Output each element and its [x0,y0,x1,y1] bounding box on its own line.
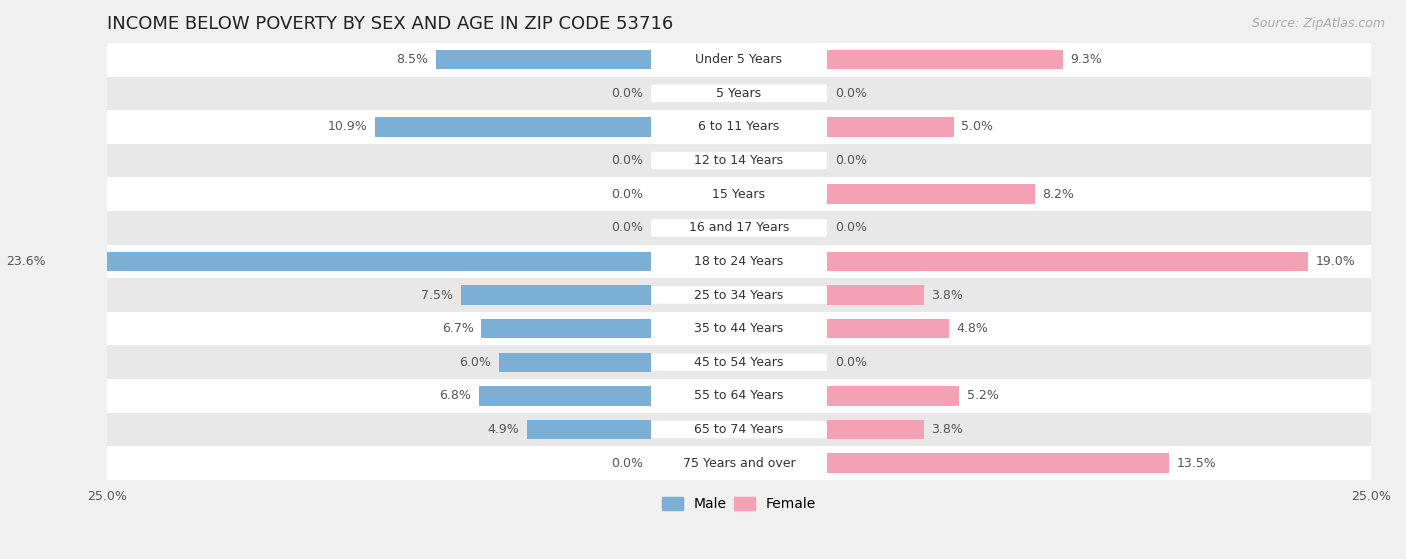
Bar [828,319,949,338]
Bar [107,278,1371,312]
Text: 6.0%: 6.0% [460,356,491,369]
Text: 75 Years and over: 75 Years and over [683,457,796,470]
Bar [107,446,1371,480]
Text: 55 to 64 Years: 55 to 64 Years [695,390,783,402]
Bar [828,420,924,439]
Text: 0.0%: 0.0% [835,356,868,369]
FancyBboxPatch shape [651,186,827,203]
Bar [53,252,651,271]
FancyBboxPatch shape [651,421,827,438]
Bar [828,50,1063,69]
Legend: Male, Female: Male, Female [657,491,821,517]
Text: 7.5%: 7.5% [422,288,453,301]
Bar [527,420,651,439]
Text: 9.3%: 9.3% [1070,53,1102,66]
Bar [107,245,1371,278]
Text: 15 Years: 15 Years [713,188,765,201]
FancyBboxPatch shape [651,152,827,169]
Text: 5.2%: 5.2% [966,390,998,402]
FancyBboxPatch shape [651,219,827,236]
Bar [461,285,651,305]
FancyBboxPatch shape [651,320,827,338]
Bar [499,353,651,372]
Bar [107,379,1371,413]
Text: 0.0%: 0.0% [835,221,868,234]
Bar [107,110,1371,144]
FancyBboxPatch shape [651,253,827,270]
Text: 45 to 54 Years: 45 to 54 Years [695,356,783,369]
Text: 4.8%: 4.8% [956,322,988,335]
Text: 8.5%: 8.5% [396,53,427,66]
FancyBboxPatch shape [651,353,827,371]
Text: 8.2%: 8.2% [1042,188,1074,201]
Text: 10.9%: 10.9% [328,120,367,134]
Bar [107,43,1371,77]
FancyBboxPatch shape [651,286,827,304]
FancyBboxPatch shape [651,454,827,472]
Bar [828,386,959,406]
Text: 13.5%: 13.5% [1177,457,1216,470]
Text: 6 to 11 Years: 6 to 11 Years [699,120,779,134]
Text: 0.0%: 0.0% [835,154,868,167]
Text: 0.0%: 0.0% [612,457,643,470]
Text: 5 Years: 5 Years [717,87,762,100]
Text: Source: ZipAtlas.com: Source: ZipAtlas.com [1251,17,1385,30]
Bar [375,117,651,137]
Text: 25 to 34 Years: 25 to 34 Years [695,288,783,301]
Text: 0.0%: 0.0% [835,87,868,100]
Text: Under 5 Years: Under 5 Years [696,53,783,66]
Text: 0.0%: 0.0% [612,87,643,100]
Text: 16 and 17 Years: 16 and 17 Years [689,221,789,234]
Text: 0.0%: 0.0% [612,154,643,167]
Text: 65 to 74 Years: 65 to 74 Years [695,423,783,436]
Bar [828,117,953,137]
Text: INCOME BELOW POVERTY BY SEX AND AGE IN ZIP CODE 53716: INCOME BELOW POVERTY BY SEX AND AGE IN Z… [107,15,673,33]
FancyBboxPatch shape [651,118,827,136]
Bar [107,211,1371,245]
Text: 6.7%: 6.7% [441,322,474,335]
Bar [107,177,1371,211]
Text: 3.8%: 3.8% [931,288,963,301]
Bar [436,50,651,69]
Bar [107,345,1371,379]
Text: 35 to 44 Years: 35 to 44 Years [695,322,783,335]
FancyBboxPatch shape [651,51,827,68]
FancyBboxPatch shape [651,387,827,405]
Text: 23.6%: 23.6% [7,255,46,268]
Bar [107,144,1371,177]
Text: 0.0%: 0.0% [612,188,643,201]
Bar [828,285,924,305]
Bar [828,252,1308,271]
Text: 4.9%: 4.9% [488,423,519,436]
Bar [478,386,651,406]
Bar [828,184,1035,204]
Text: 6.8%: 6.8% [439,390,471,402]
Text: 12 to 14 Years: 12 to 14 Years [695,154,783,167]
Text: 3.8%: 3.8% [931,423,963,436]
Bar [107,77,1371,110]
Text: 19.0%: 19.0% [1316,255,1355,268]
Bar [107,312,1371,345]
Bar [828,453,1168,473]
FancyBboxPatch shape [651,84,827,102]
Text: 5.0%: 5.0% [962,120,994,134]
Bar [481,319,651,338]
Text: 18 to 24 Years: 18 to 24 Years [695,255,783,268]
Text: 0.0%: 0.0% [612,221,643,234]
Bar [107,413,1371,446]
